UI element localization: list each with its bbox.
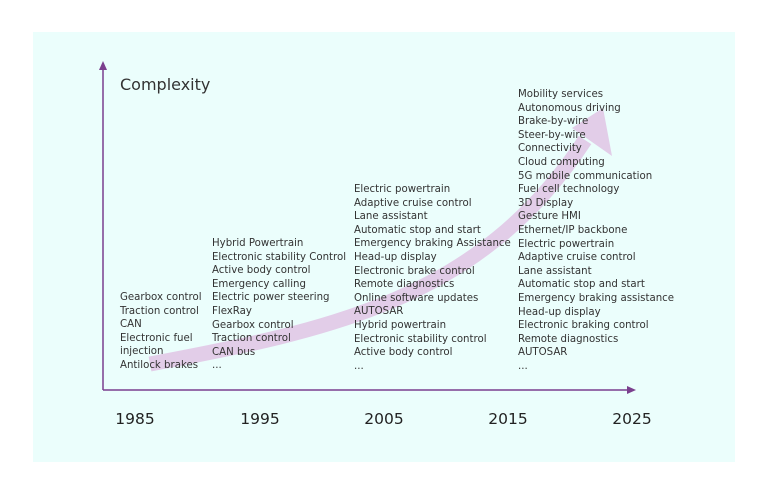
feature-item: Mobility services xyxy=(518,89,604,100)
feature-item: Gearbox control xyxy=(120,292,202,303)
feature-item: Hybrid powertrain xyxy=(354,319,447,331)
feature-item: Traction control xyxy=(120,305,199,317)
feature-item: Head-up display xyxy=(518,306,601,318)
year-label: 2025 xyxy=(612,410,652,428)
feature-item: ... xyxy=(354,360,364,372)
feature-item: Adaptive cruise control xyxy=(518,252,636,264)
feature-item: Electric powertrain xyxy=(354,184,451,195)
feature-item: Hybrid Powertrain xyxy=(212,238,304,249)
feature-item: Lane assistant xyxy=(518,265,592,277)
feature-item: Steer-by-wire xyxy=(518,129,586,141)
feature-item: AUTOSAR xyxy=(518,347,568,359)
feature-item: Emergency calling xyxy=(212,278,306,290)
feature-item: Remote diagnostics xyxy=(354,279,455,291)
year-label: 2005 xyxy=(364,410,404,428)
feature-item: Active body control xyxy=(212,265,311,277)
feature-item: Connectivity xyxy=(518,143,582,155)
feature-item: Lane assistant xyxy=(354,211,428,223)
feature-item: AUTOSAR xyxy=(354,306,404,318)
feature-item: Emergency braking assistance xyxy=(518,292,675,304)
feature-item: Electronic braking control xyxy=(518,320,649,332)
feature-item: injection xyxy=(120,346,164,358)
feature-item: Traction control xyxy=(212,333,291,345)
feature-item: Antilock brakes xyxy=(120,359,199,371)
feature-item: Electric powertrain xyxy=(518,238,615,250)
feature-item: Electronic stability Control xyxy=(212,251,347,263)
year-label: 1995 xyxy=(240,410,280,428)
column-1985: Gearbox control Traction control CAN Electr… xyxy=(120,291,202,373)
feature-item: CAN xyxy=(120,319,142,331)
year-label: 1985 xyxy=(115,410,155,428)
feature-item: Brake-by-wire xyxy=(518,116,589,128)
feature-item: Cloud computing xyxy=(518,156,605,168)
feature-item: Fuel cell technology xyxy=(518,184,620,196)
feature-item: Gesture HMI xyxy=(518,211,581,223)
feature-item: Electronic stability control xyxy=(354,333,487,345)
feature-item: Automatic stop and start xyxy=(518,279,645,291)
feature-item: CAN bus xyxy=(212,346,256,358)
growth-arrow-head xyxy=(572,108,612,156)
feature-item: ... xyxy=(518,360,528,372)
x-axis-arrowhead xyxy=(627,386,636,394)
feature-item: Head-up display xyxy=(354,251,437,263)
feature-item: Remote diagnostics xyxy=(518,333,619,345)
column-1995: Hybrid Powertrain Electronic stability Co… xyxy=(212,237,346,373)
feature-item: FlexRay xyxy=(212,305,252,317)
feature-item: ... xyxy=(212,360,222,372)
feature-item: Gearbox control xyxy=(212,319,294,331)
feature-item: Automatic stop and start xyxy=(354,224,481,236)
feature-item: Electronic brake control xyxy=(354,265,475,277)
feature-item: Autonomous driving xyxy=(518,102,621,114)
column-2005: Electric powertrain Adaptive cruise contr… xyxy=(354,183,511,373)
feature-item: Ethernet/IP backbone xyxy=(518,224,628,236)
feature-item: Active body control xyxy=(354,347,453,359)
feature-item: Emergency braking Assistance xyxy=(354,238,511,250)
feature-item: Adaptive cruise control xyxy=(354,197,472,209)
growth-arrow-shaft xyxy=(148,135,592,372)
feature-item: 5G mobile communication xyxy=(518,170,653,182)
feature-item: 3D Display xyxy=(518,197,574,209)
feature-item: Electronic fuel xyxy=(120,332,193,344)
column-2015: Mobility services Autonomous driving Brake… xyxy=(518,88,674,373)
feature-item: Electric power steering xyxy=(212,292,330,304)
feature-item: Online software updates xyxy=(354,292,479,304)
year-label: 2015 xyxy=(488,410,528,428)
y-axis-arrowhead xyxy=(99,61,107,70)
y-axis-label: Complexity xyxy=(120,75,211,94)
